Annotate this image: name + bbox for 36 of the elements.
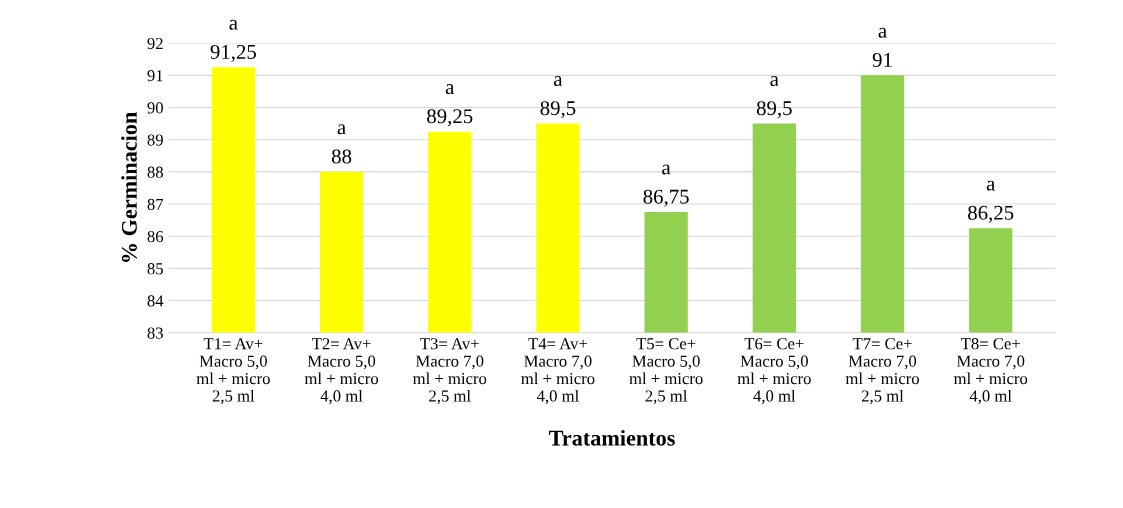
annotation: a: [770, 76, 779, 87]
x-tick-label: T5= Ce+ Macro 5,0 ml + micro 2,5 ml: [629, 338, 703, 405]
annotation: a: [662, 164, 671, 175]
data-label: 88: [331, 149, 352, 164]
annotation: a: [229, 19, 238, 30]
y-tick-label: 92: [147, 37, 163, 50]
annotation: a: [445, 84, 455, 95]
y-axis-title: % Germinacion: [121, 112, 137, 262]
x-tick-label: T2= Av+ Macro 5,0 ml + micro 4,0 ml: [304, 338, 379, 405]
y-tick-label: 90: [147, 102, 163, 114]
x-axis-title: Tratamientos: [549, 430, 675, 446]
y-tick-label: 87: [147, 198, 164, 210]
y-tick-label: 88: [147, 166, 163, 178]
x-tick-label: T3= Av+ Macro 7,0 ml + micro 2,5 ml: [413, 338, 487, 405]
x-tick-label: T6= Ce+ Macro 5,0 ml + micro 4,0 ml: [737, 338, 811, 405]
data-label: 86,25: [968, 205, 1014, 223]
annotation: a: [337, 124, 346, 135]
annotation: a: [554, 76, 563, 87]
data-label: 91,25: [210, 44, 256, 62]
y-tick-label: 84: [147, 295, 164, 307]
y-tick-label: 83: [147, 327, 163, 339]
data-label: 89,5: [540, 101, 576, 119]
annotation: a: [878, 27, 887, 38]
data-label: 89,25: [427, 109, 473, 127]
x-tick-label: T1= Av+ Macro 5,0 ml + micro 2,5 ml: [196, 338, 270, 405]
y-tick-label: 91: [147, 70, 163, 82]
y-tick-label: 85: [147, 263, 163, 275]
data-label: 91: [872, 52, 892, 67]
x-tick-label: T7= Ce+ Macro 7,0 ml + micro 2,5 ml: [845, 338, 919, 405]
data-label: 86,75: [643, 189, 689, 207]
annotation: a: [986, 180, 996, 191]
y-tick-label: 86: [147, 230, 164, 243]
x-tick-label: T4= Av+ Macro 7,0 ml + micro 4,0 ml: [521, 338, 595, 405]
x-tick-label: T8= Ce+ Macro 7,0 ml + micro 4,0 ml: [953, 338, 1028, 405]
data-label: 89,5: [756, 101, 792, 119]
y-tick-label: 89: [147, 134, 163, 146]
